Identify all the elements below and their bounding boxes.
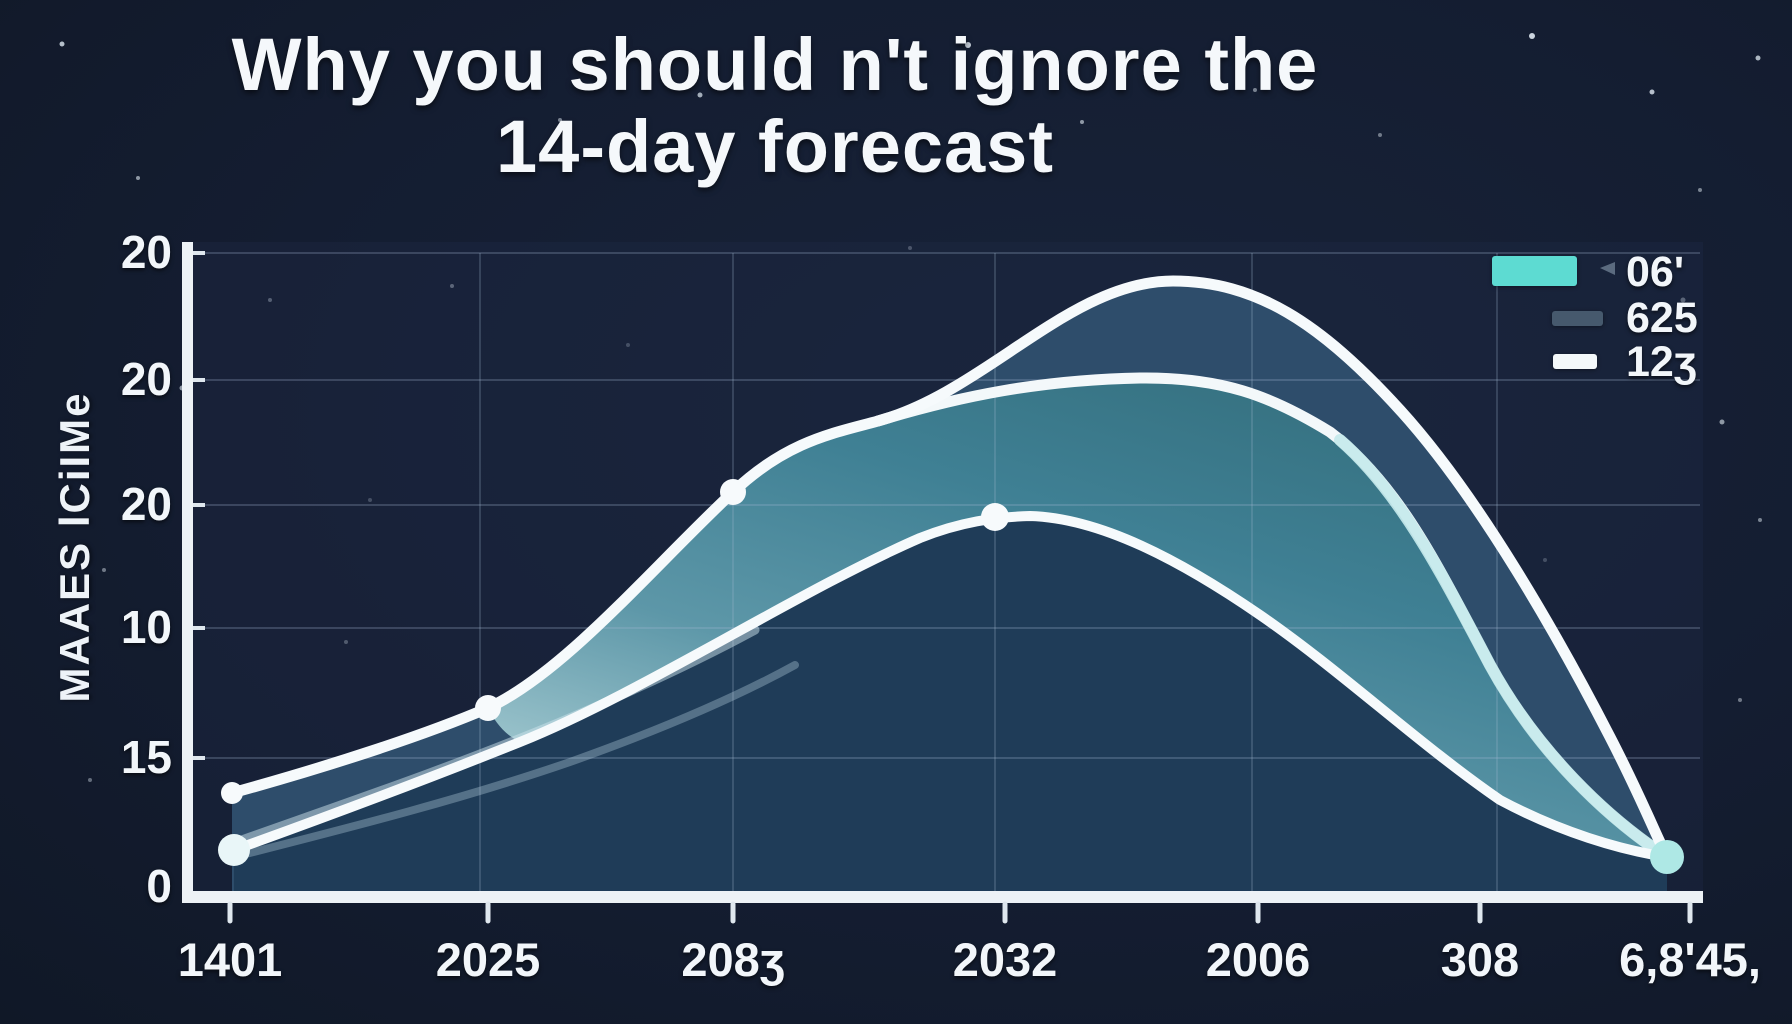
star-dot <box>697 92 703 98</box>
series-marker-line <box>229 510 1672 862</box>
y-tick-label: 20 <box>120 478 172 530</box>
star-dot <box>1378 133 1382 137</box>
data-point-marker <box>475 695 501 721</box>
star-dot <box>1529 33 1535 39</box>
y-tick-label: 0 <box>146 860 172 912</box>
star-dot <box>1649 89 1655 95</box>
area-under-marker-line-fill <box>234 516 1667 893</box>
legend-swatch-1 <box>1492 256 1577 286</box>
y-axis-title: MAAES lCiIMe <box>51 391 98 703</box>
star-dot <box>1719 419 1725 425</box>
data-point-marker <box>981 503 1009 531</box>
data-point-marker <box>221 782 243 804</box>
star-dot <box>1738 698 1742 702</box>
y-tick-label: 20 <box>120 226 172 278</box>
legend-label-2: 625 <box>1626 294 1698 342</box>
x-tick-label: 2006 <box>1205 933 1311 986</box>
star-dot <box>1755 55 1761 61</box>
legend-swatch-3 <box>1553 354 1597 369</box>
x-tick-label: 6,8'45, <box>1619 933 1761 986</box>
star-dot <box>88 778 92 782</box>
star-dot <box>626 343 630 347</box>
series-dark-outline <box>226 275 1673 863</box>
x-tick-label: 208ʒ <box>681 933 785 986</box>
area-teal-fill <box>488 377 1667 857</box>
x-tick-label: 308 <box>1440 933 1520 986</box>
star-dot <box>344 640 348 644</box>
y-tick-label: 20 <box>120 353 172 405</box>
star-dot <box>368 498 372 502</box>
star-dot <box>450 284 454 288</box>
star-dot <box>1680 297 1686 303</box>
x-tick-label: 1401 <box>177 933 283 986</box>
legend-arrow-icon <box>1600 262 1615 275</box>
star-dot <box>1758 518 1762 522</box>
star-dot <box>1543 558 1547 562</box>
star-dot <box>838 166 842 170</box>
title-line-2: 14-day forecast <box>496 105 1054 188</box>
y-tick-label: 15 <box>120 731 172 783</box>
ghost-streak-lower <box>234 661 799 860</box>
legend-swatch-2 <box>1552 311 1603 326</box>
x-tick-label: 2032 <box>952 933 1058 986</box>
star-dot <box>965 42 971 48</box>
star-dot <box>1253 88 1257 92</box>
x-tick-label: 2025 <box>435 933 541 986</box>
star-dot <box>102 568 106 572</box>
y-tick-label: 10 <box>120 601 172 653</box>
title-line-1: Why you should n't ignore the <box>231 23 1319 106</box>
star-dot <box>558 118 562 122</box>
data-point-marker <box>720 479 746 505</box>
star-dot <box>1080 120 1084 124</box>
data-point-marker <box>218 834 250 866</box>
series-teal-outline-pale-descent <box>1334 434 1670 861</box>
star-dot <box>268 298 272 302</box>
axis-ticks <box>193 251 1693 924</box>
star-dot <box>59 41 65 47</box>
star-dot <box>908 246 912 250</box>
chart-title: Why you should n't ignore the 14-day for… <box>160 24 1390 188</box>
legend-label-1: 06' <box>1626 248 1685 296</box>
legend-label-3: 12ʒ <box>1626 338 1697 386</box>
star-dot <box>1698 188 1702 192</box>
end-point-marker-cyan <box>1650 840 1684 874</box>
star-dot <box>136 176 140 180</box>
